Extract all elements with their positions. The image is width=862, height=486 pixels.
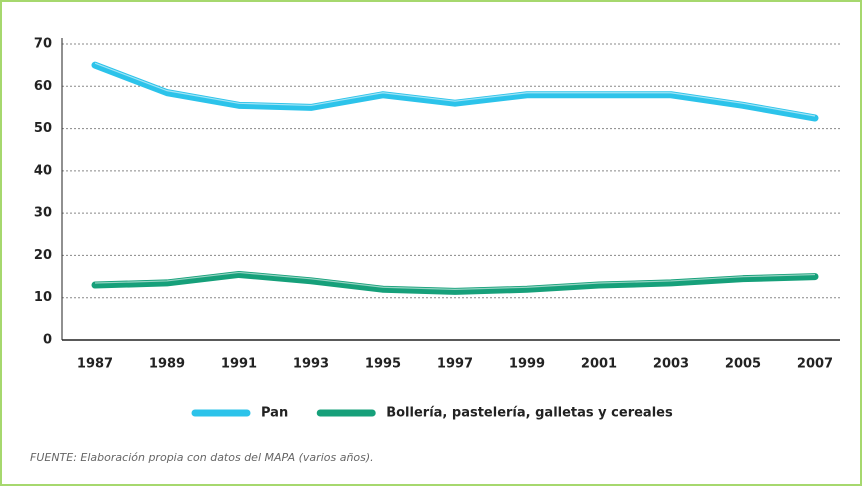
- x-tick-label: 1995: [365, 357, 401, 372]
- x-tick-label: 1991: [221, 357, 257, 372]
- y-tick-label: 50: [34, 121, 52, 136]
- y-tick-label: 40: [34, 163, 52, 178]
- legend-label: Bollería, pastelería, galletas y cereale…: [386, 406, 673, 421]
- legend-label: Pan: [261, 406, 288, 421]
- series-line-highlight: [94, 271, 816, 290]
- series-line-highlight: [94, 62, 816, 117]
- series-line: [91, 270, 819, 295]
- x-tick-label: 1993: [293, 357, 329, 372]
- series-line: [91, 61, 819, 122]
- x-tick-label: 2001: [581, 357, 617, 372]
- x-tick-label: 1989: [149, 357, 185, 372]
- x-tick-label: 2005: [725, 357, 761, 372]
- y-tick-label: 10: [34, 290, 52, 305]
- x-tick-label: 1997: [437, 357, 473, 372]
- x-tick-label: 1987: [77, 357, 113, 372]
- source-note: FUENTE: Elaboración propia con datos del…: [30, 451, 374, 464]
- y-tick-label: 70: [34, 37, 52, 52]
- x-tick-label: 2007: [797, 357, 833, 372]
- y-tick-label: 20: [34, 248, 52, 263]
- x-tick-label: 2003: [653, 357, 689, 372]
- y-tick-label: 0: [43, 333, 52, 348]
- y-tick-label: 60: [34, 79, 52, 94]
- x-tick-label: 1999: [509, 357, 545, 372]
- y-tick-label: 30: [34, 206, 52, 221]
